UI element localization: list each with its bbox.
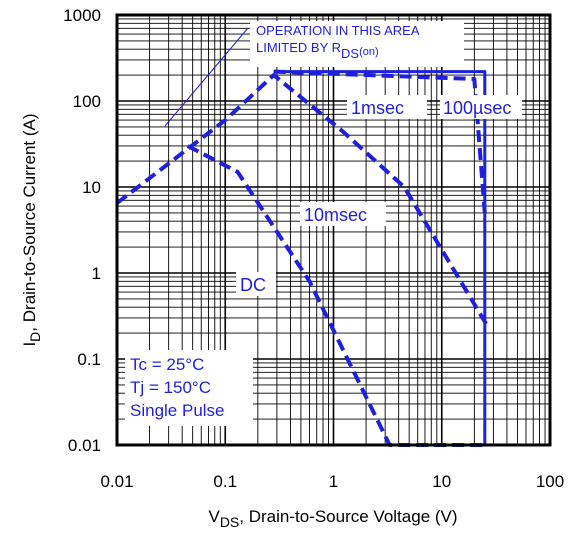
x-tick-label: 10: [432, 472, 451, 491]
annotation-line1: OPERATION IN THIS AREA: [256, 23, 420, 38]
x-tick-label: 1: [329, 472, 338, 491]
y-tick-labels: 1000 100 10 1 0.1 0.01: [63, 6, 101, 455]
x-tick-label: 100: [536, 472, 564, 491]
x-tick-label: 0.1: [213, 472, 237, 491]
series-1msec-line: [273, 69, 487, 214]
y-tick-label: 0.01: [68, 436, 101, 455]
x-tick-labels: 0.01 0.1 1 10 100: [100, 472, 564, 491]
y-tick-label: 1000: [63, 6, 101, 25]
y-tick-label: 0.1: [77, 350, 101, 369]
condition-tc: Tc = 25°C: [130, 355, 204, 374]
condition-tj: Tj = 150°C: [130, 378, 211, 397]
svg-text:DC: DC: [240, 275, 266, 295]
conditions-legend: Tc = 25°C Tj = 150°C Single Pulse: [125, 350, 253, 426]
svg-text:100µsec: 100µsec: [443, 98, 511, 118]
series-label-10msec: 10msec: [300, 202, 386, 226]
plot-frame: [115, 13, 552, 447]
y-tick-label: 100: [73, 92, 101, 111]
svg-text:10msec: 10msec: [304, 205, 367, 225]
grid-minor-lines: [117, 15, 550, 445]
annotation-leader-line: [164, 27, 249, 127]
x-axis-title: VDS, Drain-to-Source Voltage (V): [208, 507, 457, 530]
condition-pulse: Single Pulse: [130, 401, 225, 420]
x-tick-label: 0.01: [100, 472, 133, 491]
y-tick-label: 10: [82, 178, 101, 197]
series-label-dc: DC: [236, 272, 276, 296]
annotation-line2: LIMITED BY RDS(on): [256, 40, 379, 61]
series-label-100usec: 100µsec: [440, 95, 522, 119]
y-tick-label: 1: [92, 264, 101, 283]
svg-text:1msec: 1msec: [351, 98, 404, 118]
y-axis-title: ID, Drain-to-Source Current (A): [20, 113, 43, 346]
series-label-1msec: 1msec: [347, 95, 427, 119]
series-10msec-line: [115, 73, 489, 326]
series-100sec-line: [273, 70, 487, 445]
annotation-rds-on: OPERATION IN THIS AREA LIMITED BY RDS(on…: [250, 21, 464, 67]
